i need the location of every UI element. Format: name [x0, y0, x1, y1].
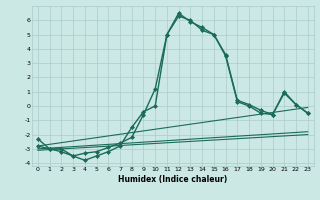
- X-axis label: Humidex (Indice chaleur): Humidex (Indice chaleur): [118, 175, 228, 184]
